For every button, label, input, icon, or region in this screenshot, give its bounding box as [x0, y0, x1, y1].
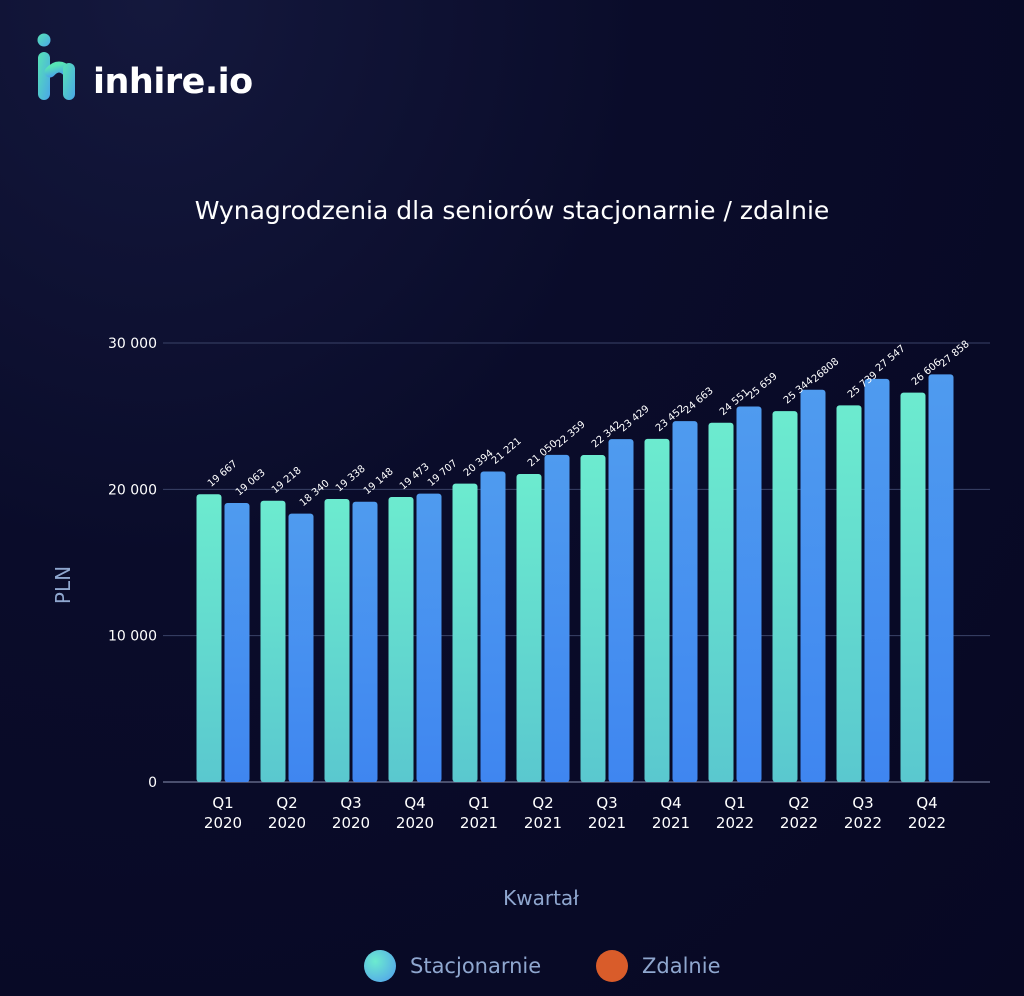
data-label: 19 473 — [398, 461, 432, 492]
bar-stacjonarnie-8[interactable] — [644, 438, 670, 782]
x-tick-label: 2021 — [652, 814, 690, 832]
y-tick-label: 0 — [148, 775, 157, 791]
bar-stacjonarnie-4[interactable] — [388, 497, 414, 782]
data-label: 25 659 — [746, 371, 780, 402]
bar-zdalnie-2[interactable] — [288, 513, 314, 782]
x-tick-label: 2021 — [460, 814, 498, 832]
brand-name: inhire.io — [93, 62, 253, 102]
bar-stacjonarnie-7[interactable] — [580, 455, 606, 782]
data-label: 21 221 — [490, 436, 524, 467]
x-tick-label: Q3 — [852, 794, 873, 812]
x-tick-label: Q3 — [596, 794, 617, 812]
x-tick-label: 2021 — [588, 814, 626, 832]
data-label: 19 218 — [270, 465, 304, 496]
bars — [196, 374, 954, 782]
bar-zdalnie-12[interactable] — [928, 374, 954, 782]
y-axis-ticks: 0 10 000 20 000 30 000 — [108, 336, 157, 791]
x-tick-label: Q1 — [724, 794, 745, 812]
data-label: 19 667 — [206, 459, 240, 490]
bar-zdalnie-1[interactable] — [224, 503, 250, 782]
data-label: 22 359 — [554, 419, 588, 450]
bar-zdalnie-8[interactable] — [672, 421, 698, 782]
data-label: 23 429 — [618, 404, 652, 435]
bar-zdalnie-9[interactable] — [736, 406, 762, 782]
bar-stacjonarnie-10[interactable] — [772, 411, 798, 782]
bar-stacjonarnie-2[interactable] — [260, 500, 286, 782]
bar-stacjonarnie-1[interactable] — [196, 494, 222, 782]
x-tick-label: Q2 — [788, 794, 809, 812]
x-tick-label: Q1 — [468, 794, 489, 812]
bar-zdalnie-3[interactable] — [352, 501, 378, 782]
x-tick-label: 2022 — [908, 814, 946, 832]
x-tick-label: 2022 — [844, 814, 882, 832]
x-tick-label: 2020 — [332, 814, 370, 832]
x-tick-label: Q1 — [212, 794, 233, 812]
bar-zdalnie-10[interactable] — [800, 389, 826, 782]
x-axis-label: Kwartał — [503, 886, 579, 910]
x-tick-label: Q4 — [916, 794, 937, 812]
bar-zdalnie-6[interactable] — [544, 454, 570, 782]
x-tick-label: 2021 — [524, 814, 562, 832]
x-tick-label: Q2 — [532, 794, 553, 812]
y-tick-label: 30 000 — [108, 336, 157, 352]
x-tick-label: 2020 — [268, 814, 306, 832]
legend-label-zdalnie: Zdalnie — [642, 954, 721, 978]
x-axis-ticks: Q1 2020 Q2 2020 Q3 2020 Q4 2020 Q1 2021 Q2 2021 Q3 20… — [204, 794, 946, 832]
bar-stacjonarnie-5[interactable] — [452, 483, 478, 782]
legend-swatch-zdalnie — [596, 950, 628, 982]
y-tick-label: 20 000 — [108, 482, 157, 498]
bar-zdalnie-4[interactable] — [416, 493, 442, 782]
x-tick-label: 2020 — [396, 814, 434, 832]
brand-logo: inhire.io — [35, 30, 275, 110]
bar-stacjonarnie-9[interactable] — [708, 422, 734, 782]
data-label: 26808 — [810, 356, 841, 385]
x-tick-label: Q4 — [404, 794, 425, 812]
chart-title: Wynagrodzenia dla seniorów stacjonarnie … — [194, 196, 830, 225]
data-label: 19 063 — [234, 467, 268, 498]
bar-stacjonarnie-11[interactable] — [836, 405, 862, 782]
legend-swatch-stacjonarnie — [364, 950, 396, 982]
data-label: 19 148 — [362, 466, 396, 497]
legend-item-stacjonarnie[interactable]: Stacjonarnie — [364, 948, 541, 984]
bar-zdalnie-5[interactable] — [480, 471, 506, 782]
x-tick-label: Q2 — [276, 794, 297, 812]
bar-stacjonarnie-6[interactable] — [516, 473, 542, 782]
bar-zdalnie-11[interactable] — [864, 378, 890, 782]
legend-item-zdalnie[interactable]: Zdalnie — [596, 948, 720, 984]
data-label: 24 663 — [682, 385, 716, 416]
chart-legend: Stacjonarnie Zdalnie — [0, 948, 1024, 984]
x-tick-label: 2022 — [780, 814, 818, 832]
bar-stacjonarnie-3[interactable] — [324, 499, 350, 782]
x-tick-label: 2022 — [716, 814, 754, 832]
x-tick-label: Q4 — [660, 794, 681, 812]
x-tick-label: 2020 — [204, 814, 242, 832]
bar-zdalnie-7[interactable] — [608, 439, 634, 782]
inhire-logo-icon — [37, 33, 75, 100]
x-tick-label: Q3 — [340, 794, 361, 812]
legend-label-stacjonarnie: Stacjonarnie — [410, 954, 542, 978]
data-label: 27 547 — [874, 343, 908, 374]
y-tick-label: 10 000 — [108, 629, 157, 645]
bar-stacjonarnie-12[interactable] — [900, 392, 926, 782]
y-axis-label: PLN — [51, 566, 75, 604]
